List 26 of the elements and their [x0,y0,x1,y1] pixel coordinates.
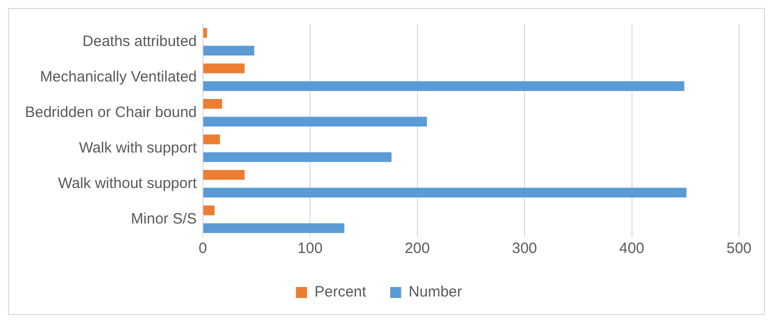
bar [203,81,684,92]
legend-label: Number [408,284,462,301]
bar [203,98,222,109]
bar [203,116,427,127]
y-tick-label: Mechanically Ventilated [40,68,197,86]
bar [203,134,220,144]
y-tick-label: Minor S/S [130,210,197,228]
bar [203,205,215,216]
x-tick-label: 200 [404,240,430,258]
bar [203,46,254,56]
x-tick-label: 500 [726,240,752,258]
bar [203,223,344,234]
y-tick-label: Bedridden or Chair bound [24,104,197,121]
y-tick-label: Walk with support [78,139,198,156]
y-tick-label: Walk without support [58,174,198,192]
x-tick-label: 100 [298,240,323,258]
bar [203,63,245,74]
bar [203,152,392,162]
y-tick-label: Deaths attributed [82,32,197,50]
legend-label: Percent [314,284,368,301]
x-tick-label: 400 [619,240,644,258]
x-tick-label: 300 [512,240,538,258]
x-tick-label: 0 [198,240,207,258]
bar [203,188,686,198]
bar [203,170,245,180]
bar [203,28,208,38]
